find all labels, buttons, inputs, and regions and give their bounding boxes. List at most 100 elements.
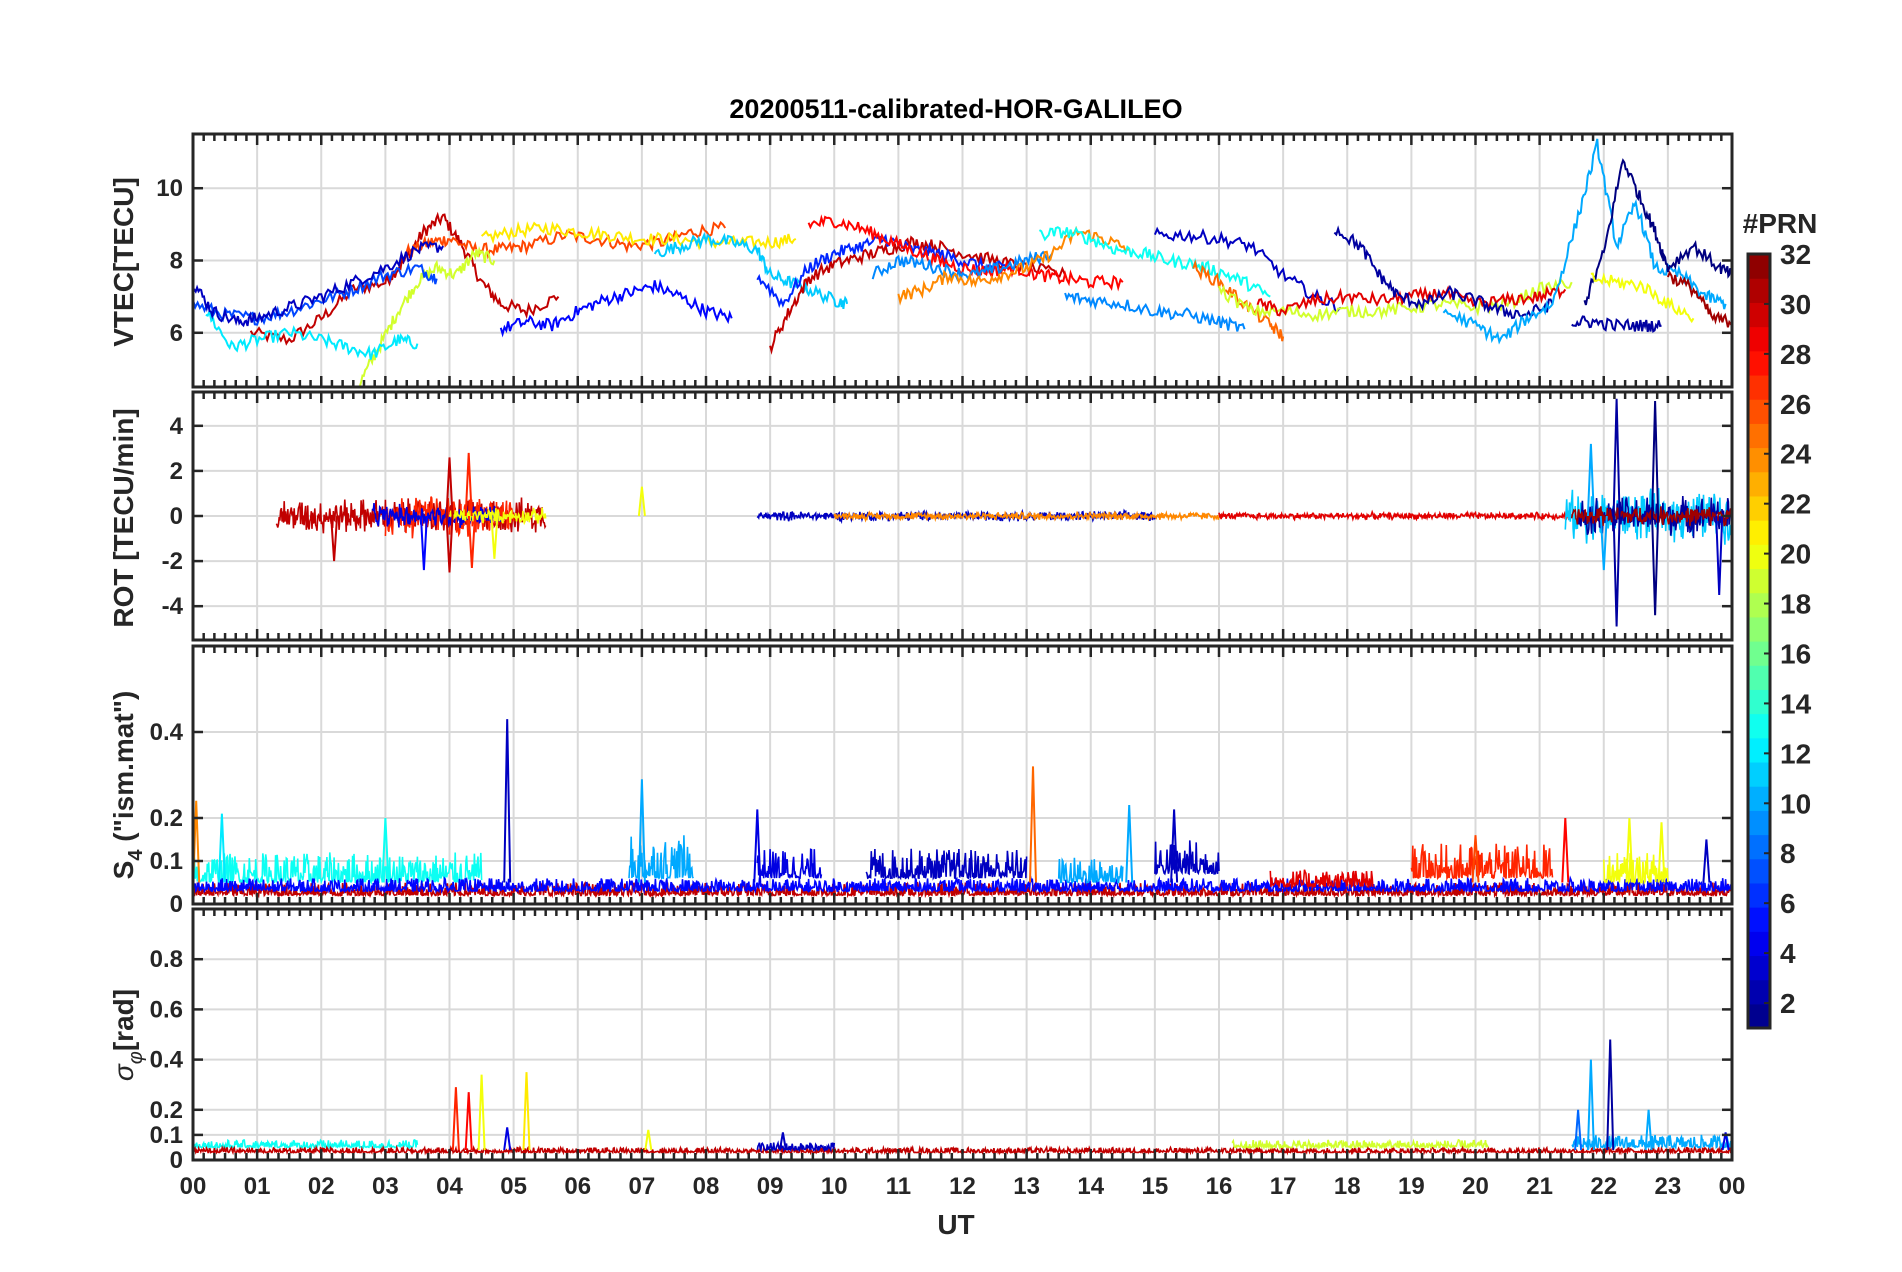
- prn-spike-4: [1721, 1132, 1730, 1151]
- x-tick-label: 09: [757, 1173, 784, 1200]
- y-tick-label: 0.8: [150, 946, 183, 973]
- colorbar-tick-label: 20: [1780, 539, 1811, 570]
- prn-spike-27: [467, 515, 476, 568]
- x-tick-label: 02: [308, 1173, 335, 1200]
- colorbar-segment: [1748, 931, 1770, 957]
- y-tick-label: 0.1: [150, 1122, 183, 1149]
- x-tick-label: 01: [244, 1173, 271, 1200]
- colorbar-tick-label: 8: [1780, 838, 1796, 869]
- colorbar-tick-label: 22: [1780, 489, 1811, 520]
- colorbar-segment: [1748, 254, 1770, 279]
- colorbar-segment: [1748, 471, 1770, 497]
- prn-spike-2: [1612, 515, 1621, 627]
- prn-spike-25: [1029, 766, 1037, 883]
- colorbar-segment: [1748, 979, 1770, 1005]
- x-tick-label: 05: [500, 1173, 527, 1200]
- colorbar-segment: [1748, 495, 1770, 521]
- colorbar-segment: [1748, 592, 1770, 618]
- colorbar-frame: [1746, 252, 1772, 1030]
- colorbar-tick-label: 2: [1780, 988, 1796, 1019]
- prn-series-26: [403, 220, 727, 260]
- prn-trace-20: [448, 507, 547, 526]
- colorbar-segment: [1748, 665, 1770, 690]
- colorbar-segment: [1748, 374, 1770, 400]
- y-tick-label: 2: [170, 458, 183, 485]
- x-tick-label: 08: [693, 1173, 720, 1200]
- prn-series-12: [205, 307, 419, 360]
- x-tick-label: 06: [564, 1173, 591, 1200]
- prn-spike-2: [1606, 1039, 1615, 1151]
- y-tick-label: 4: [170, 413, 184, 440]
- prn-trace-3: [756, 1140, 836, 1153]
- colorbar-segment: [1748, 713, 1770, 739]
- y-tick-label: 10: [156, 175, 183, 202]
- prn-spike-28: [464, 1092, 473, 1151]
- y-axis-label-rot: ROT [TECU/min]: [108, 408, 139, 627]
- y-axis-label-sigma: σφ[rad]: [108, 989, 147, 1081]
- prn-spike-27: [464, 452, 473, 517]
- colorbar-tick-label: 6: [1780, 888, 1796, 919]
- colorbar-tick-label: 30: [1780, 289, 1811, 320]
- colorbar-segment: [1748, 810, 1770, 836]
- colorbar-tick-label: 26: [1780, 389, 1811, 420]
- x-tick-label: 13: [1013, 1173, 1040, 1200]
- x-minor-ticks-rot: [191, 392, 1734, 640]
- prn-series-7: [193, 262, 438, 326]
- x-tick-label: 23: [1655, 1173, 1682, 1200]
- prn-series-2: [1571, 315, 1662, 333]
- colorbar-segment: [1748, 350, 1770, 376]
- prn-spike-20: [637, 486, 646, 517]
- plot-area-vtec: [193, 138, 1732, 387]
- colorbar-segment: [1748, 761, 1770, 787]
- y-tick-label: 0.6: [150, 996, 183, 1023]
- prn-spike-4: [503, 1127, 512, 1151]
- x-tick-label: 18: [1334, 1173, 1361, 1200]
- y-tick-label: 0: [170, 503, 183, 530]
- colorbar-segment: [1748, 689, 1770, 715]
- panel-vtec: 6 8 10 VTEC[TECU]: [108, 132, 1734, 389]
- y-tick-label: 0.4: [150, 719, 184, 746]
- prn-series-13: [1038, 226, 1271, 298]
- panel-s4: 0 0.1 0.2 0.4S4 ("ism.mat"): [108, 644, 1734, 918]
- y-axis-label-s4: S4 ("ism.mat"): [108, 691, 147, 880]
- prn-spike-20: [644, 1129, 653, 1151]
- y-axis-label-vtec: VTEC[TECU]: [108, 177, 139, 347]
- colorbar-segment: [1748, 955, 1770, 981]
- x-minor-ticks-sigma: [191, 909, 1734, 1160]
- prn-spike-3: [778, 1132, 787, 1151]
- colorbar-segment: [1748, 399, 1770, 424]
- colorbar-segment: [1748, 447, 1770, 473]
- colorbar-tick-label: 4: [1780, 938, 1796, 969]
- prn-spike-10: [637, 779, 646, 883]
- prn-series-5: [499, 278, 733, 338]
- prn-series-9: [871, 250, 1054, 282]
- prn-spike-10: [1599, 515, 1608, 571]
- colorbar-segment: [1748, 1003, 1770, 1029]
- colorbar-segment: [1748, 326, 1770, 352]
- prn-series-2: [1333, 225, 1554, 320]
- grid-sigma: [193, 909, 1732, 1161]
- prn-spike-2: [1612, 398, 1621, 517]
- x-tick-label: 17: [1270, 1173, 1297, 1200]
- colorbar-tick-label: 32: [1780, 239, 1811, 270]
- colorbar-tick-label: 24: [1780, 439, 1812, 470]
- prn-trace-13: [193, 1138, 419, 1151]
- prn-spike-3: [1715, 515, 1724, 595]
- colorbar-tick-label: 14: [1780, 688, 1812, 719]
- y-tick-label: 0: [170, 891, 183, 918]
- colorbar-segment: [1748, 616, 1770, 642]
- colorbar-segment: [1748, 834, 1770, 860]
- prn-trace-27: [1410, 843, 1554, 882]
- colorbar-tick-label: 18: [1780, 589, 1811, 620]
- x-tick-label: 07: [629, 1173, 656, 1200]
- prn-series-20: [1590, 272, 1695, 324]
- prn-series-1: [1583, 158, 1732, 306]
- prn-spike-30: [330, 515, 339, 562]
- x-tick-label: 00: [1719, 1173, 1746, 1200]
- prn-series-6: [756, 233, 1015, 309]
- prn-spike-8: [1574, 1109, 1583, 1151]
- prn-spike-1: [1651, 400, 1660, 517]
- prn-spike-20: [477, 1074, 486, 1151]
